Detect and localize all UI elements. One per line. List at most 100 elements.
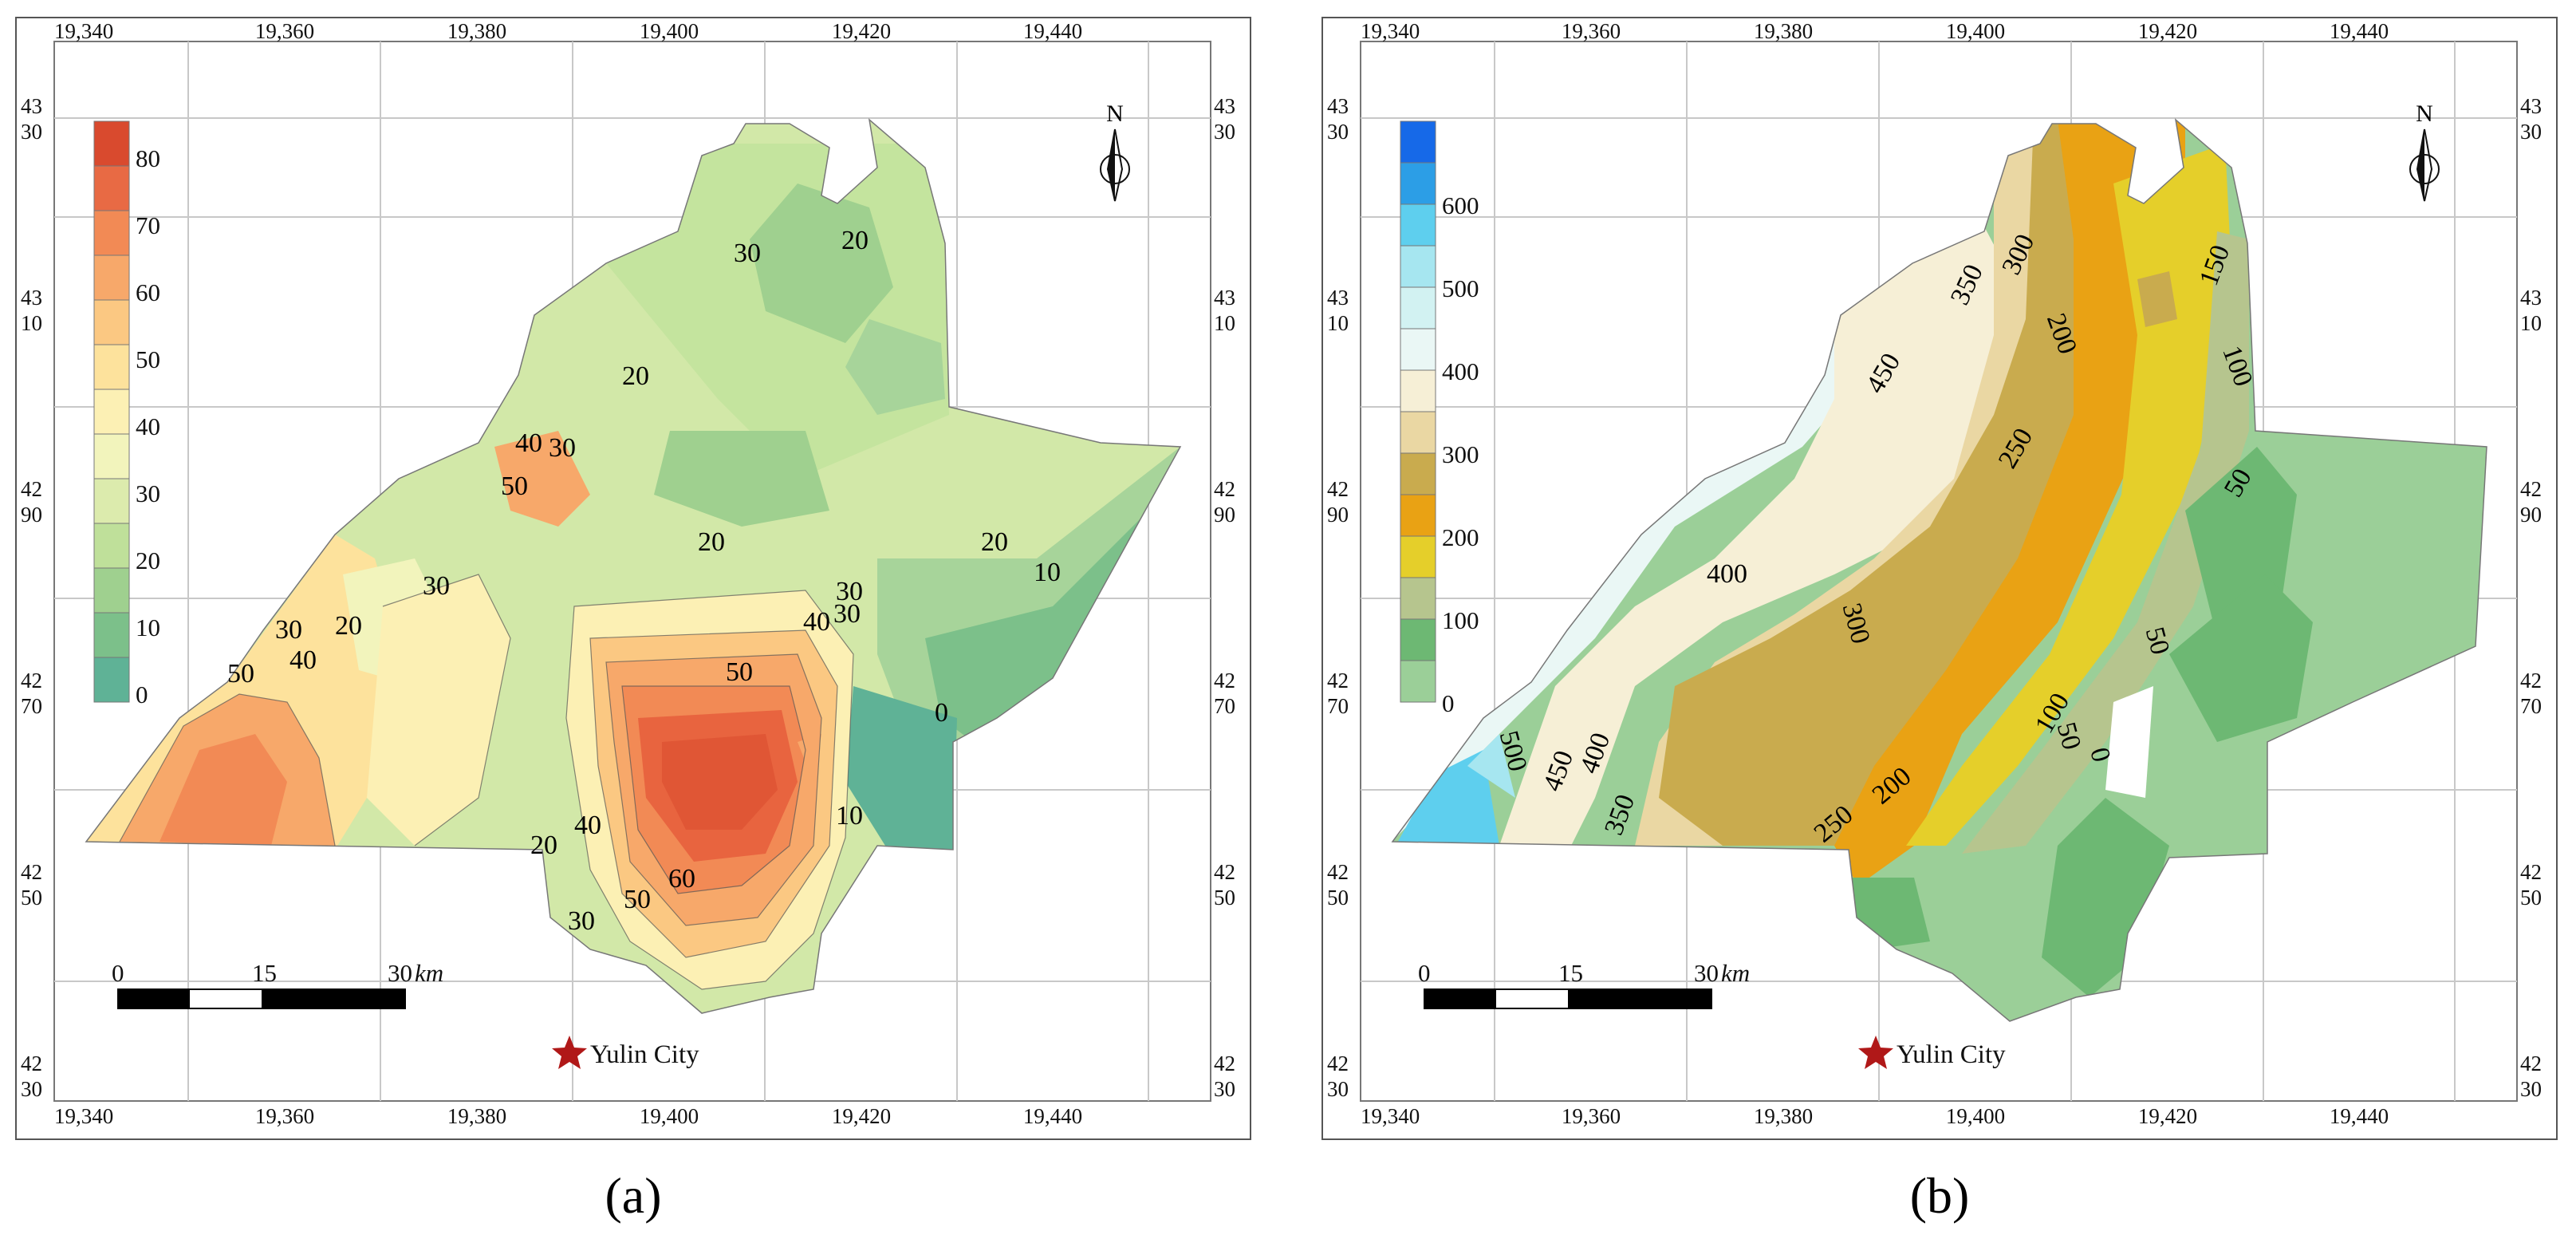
scale-label: 15 xyxy=(252,959,277,987)
legend-swatch xyxy=(93,344,130,390)
y-tick: 43 xyxy=(1214,286,1235,310)
y-tick: 50 xyxy=(2520,886,2542,910)
legend-swatch xyxy=(1400,411,1436,454)
scale-label: 0 xyxy=(112,959,124,987)
y-tick: 43 xyxy=(21,94,42,118)
contour-label: 20 xyxy=(335,611,362,641)
scale-label: 30 xyxy=(1694,959,1719,987)
panel-a-study-area-outline xyxy=(85,118,1182,1014)
legend-label: 0 xyxy=(136,681,148,708)
panel-a-legend-labels: 80 70 60 50 40 30 20 10 0 xyxy=(136,144,160,708)
legend-swatch xyxy=(93,567,130,614)
x-tick: 19,340 xyxy=(54,1104,113,1128)
legend-label: 0 xyxy=(1442,689,1455,717)
x-tick: 19,340 xyxy=(54,19,113,43)
legend-swatch xyxy=(1400,162,1436,205)
y-tick: 50 xyxy=(21,886,42,910)
y-tick: 42 xyxy=(2520,1052,2542,1075)
panel-a-x-ticks-top: 19,340 19,360 19,380 19,400 19,420 19,44… xyxy=(54,19,1082,43)
y-tick: 42 xyxy=(1214,860,1235,884)
legend-swatch xyxy=(1400,660,1436,703)
y-tick: 42 xyxy=(1327,669,1349,693)
x-tick: 19,420 xyxy=(2138,1104,2197,1128)
x-tick: 19,440 xyxy=(2330,1104,2389,1128)
legend-swatch xyxy=(93,165,130,211)
contour-label: 30 xyxy=(568,906,595,936)
contour-label: 10 xyxy=(836,801,863,831)
contour-label: 20 xyxy=(698,527,725,557)
north-label: N xyxy=(2416,101,2433,127)
contour-label: 50 xyxy=(227,659,254,689)
x-tick: 19,380 xyxy=(1754,19,1813,43)
contour-label: 40 xyxy=(515,428,542,458)
x-tick: 19,340 xyxy=(1361,1104,1420,1128)
y-tick: 42 xyxy=(1214,669,1235,693)
legend-swatch xyxy=(1400,369,1436,412)
legend-label: 40 xyxy=(136,412,160,440)
x-tick: 19,340 xyxy=(1361,19,1420,43)
x-tick: 19,420 xyxy=(832,19,891,43)
contour-label: 10 xyxy=(1034,558,1061,587)
legend-swatch xyxy=(93,433,130,479)
legend-swatch xyxy=(1400,577,1436,620)
x-tick: 19,360 xyxy=(255,19,314,43)
legend-swatch xyxy=(93,299,130,345)
y-tick: 42 xyxy=(21,669,42,693)
panel-b-caption: (b) xyxy=(1910,1167,1970,1224)
legend-swatch xyxy=(93,120,130,167)
contour-label: 30 xyxy=(423,571,450,601)
x-tick: 19,360 xyxy=(1562,19,1621,43)
panel-a-scale-bar: 0 15 30 km xyxy=(112,959,443,1009)
legend-label: 300 xyxy=(1442,440,1479,468)
legend-label: 600 xyxy=(1442,191,1479,219)
y-tick: 10 xyxy=(1327,311,1349,335)
y-tick: 42 xyxy=(1327,1052,1349,1075)
x-tick: 19,400 xyxy=(1946,1104,2005,1128)
legend-label: 80 xyxy=(136,144,160,172)
panel-b-scale-bar: 0 15 30 km xyxy=(1418,959,1750,1009)
y-tick: 42 xyxy=(1327,860,1349,884)
x-tick: 19,400 xyxy=(640,19,699,43)
contour-label: 40 xyxy=(803,607,830,637)
y-tick: 30 xyxy=(1214,1077,1235,1101)
contour-label: 400 xyxy=(1707,559,1747,589)
star-icon xyxy=(552,1036,587,1069)
y-tick: 42 xyxy=(2520,860,2542,884)
panel-a-color-legend xyxy=(93,120,130,703)
x-tick: 19,360 xyxy=(1562,1104,1621,1128)
contour-label: 30 xyxy=(836,577,863,606)
scale-unit: km xyxy=(1721,959,1750,987)
legend-swatch xyxy=(1400,618,1436,661)
y-tick: 90 xyxy=(1214,503,1235,527)
y-tick: 30 xyxy=(21,120,42,144)
y-tick: 30 xyxy=(1327,120,1349,144)
x-tick: 19,440 xyxy=(1023,19,1082,43)
panel-a-caption: (a) xyxy=(605,1167,661,1224)
contour-label: 20 xyxy=(622,361,649,391)
y-tick: 42 xyxy=(21,1052,42,1075)
y-tick: 42 xyxy=(21,477,42,501)
legend-label: 100 xyxy=(1442,606,1479,634)
legend-label: 400 xyxy=(1442,357,1479,385)
legend-swatch xyxy=(93,210,130,256)
legend-swatch xyxy=(93,612,130,658)
y-tick: 90 xyxy=(1327,503,1349,527)
y-tick: 43 xyxy=(21,286,42,310)
y-tick: 70 xyxy=(2520,694,2542,718)
contour-label: 60 xyxy=(668,864,695,894)
legend-swatch xyxy=(1400,286,1436,329)
legend-swatch xyxy=(1400,535,1436,578)
y-tick: 70 xyxy=(1327,694,1349,718)
y-tick: 30 xyxy=(1327,1077,1349,1101)
contour-label: 40 xyxy=(574,811,601,840)
legend-swatch xyxy=(93,255,130,301)
legend-swatch xyxy=(1400,203,1436,247)
x-tick: 19,400 xyxy=(640,1104,699,1128)
contour-label: 50 xyxy=(726,657,753,687)
panel-a-isolines xyxy=(119,574,854,990)
panel-b-city-marker: Yulin City xyxy=(1858,1036,2006,1069)
panel-a-city-marker: Yulin City xyxy=(552,1036,699,1069)
y-tick: 42 xyxy=(1327,477,1349,501)
scale-label: 15 xyxy=(1558,959,1583,987)
